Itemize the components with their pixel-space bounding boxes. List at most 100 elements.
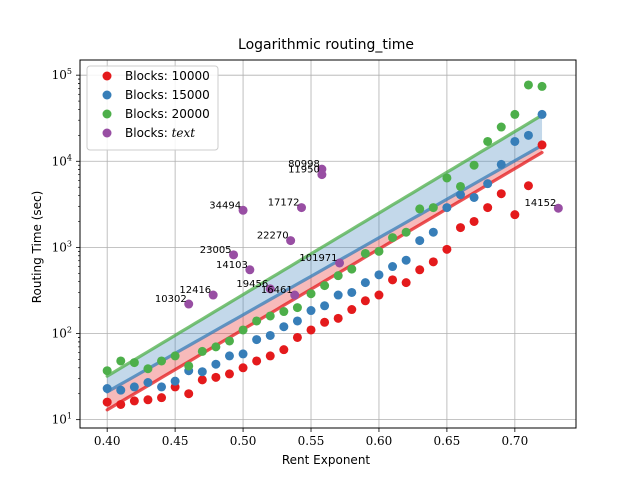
scatter-point: [374, 290, 384, 300]
point-label: 101971: [299, 253, 337, 264]
scatter-point: [265, 311, 275, 321]
scatter-point: [496, 189, 506, 199]
point-label: 14103: [216, 260, 248, 271]
scatter-point: [374, 270, 384, 280]
scatter-point: [197, 346, 207, 356]
scatter-point: [320, 317, 330, 327]
scatter-point: [265, 330, 275, 340]
scatter-point: [224, 351, 234, 361]
scatter-point: [374, 246, 384, 256]
scatter-point: [510, 136, 520, 146]
scatter-point: [245, 265, 255, 275]
scatter-point: [208, 290, 218, 300]
scatter-point: [265, 284, 275, 294]
scatter-point: [116, 399, 126, 409]
scatter-point: [388, 233, 398, 243]
scatter-point: [279, 345, 289, 355]
scatter-point: [306, 325, 316, 335]
scatter-point: [401, 227, 411, 237]
scatter-point: [306, 289, 316, 299]
scatter-point: [116, 385, 126, 395]
point-label: 34494: [209, 200, 241, 211]
scatter-point: [252, 356, 262, 366]
fit-line: [105, 143, 544, 394]
scatter-point: [157, 382, 167, 392]
scatter-point: [317, 170, 327, 180]
scatter-point: [320, 281, 330, 291]
scatter-point: [401, 255, 411, 265]
scatter-point: [157, 393, 167, 403]
scatter-point: [415, 265, 425, 275]
chart-title: Logarithmic routing_time: [238, 37, 414, 53]
legend-marker: [102, 128, 112, 138]
scatter-point: [455, 223, 465, 233]
scatter-point: [388, 275, 398, 285]
scatter-point: [320, 301, 330, 311]
scatter-point: [116, 356, 126, 366]
point-label: 19456: [236, 279, 268, 290]
point-label: 17172: [268, 198, 300, 209]
scatter-point: [292, 303, 302, 313]
scatter-point: [537, 140, 547, 150]
point-label: 10302: [155, 294, 187, 305]
point-label: 11950: [288, 165, 320, 176]
scatter-point: [211, 359, 221, 369]
scatter-point: [279, 322, 289, 332]
x-tick-label: 0.45: [162, 434, 189, 448]
scatter-point: [333, 313, 343, 323]
legend-label: Blocks: 20000: [125, 107, 210, 121]
scatter-point: [469, 192, 479, 202]
x-axis-ticks: 0.40 0.45 0.50 0.55 0.60 0.65 0.70: [94, 428, 528, 448]
scatter-point: [252, 316, 262, 326]
scatter-point: [523, 80, 533, 90]
scatter-point: [553, 203, 563, 213]
scatter-point: [483, 179, 493, 189]
y-axis-label: Routing Time (sec): [30, 191, 44, 304]
x-tick-label: 0.40: [94, 434, 121, 448]
scatter-point: [469, 216, 479, 226]
scatter-point: [170, 376, 180, 386]
scatter-point: [238, 349, 248, 359]
scatter-point: [197, 367, 207, 377]
point-label: 16461: [261, 285, 293, 296]
scatter-point: [279, 307, 289, 317]
scatter-point: [211, 342, 221, 352]
scatter-point: [428, 227, 438, 237]
scatter-point: [523, 130, 533, 140]
scatter-point: [455, 181, 465, 191]
scatter-point: [102, 384, 112, 394]
scatter-point: [537, 81, 547, 91]
scatter-point: [129, 358, 139, 368]
scatter-point: [224, 336, 234, 346]
fit-line: [105, 113, 544, 378]
scatter-point: [102, 366, 112, 376]
scatter-point: [442, 244, 452, 254]
point-label: 12416: [179, 285, 211, 296]
scatter-point: [306, 306, 316, 316]
x-tick-label: 0.65: [434, 434, 461, 448]
grid-lines: [80, 60, 576, 428]
band-upper: [107, 115, 543, 392]
scatter-point: [238, 325, 248, 335]
scatter-point: [347, 305, 357, 315]
scatter-point: [510, 210, 520, 220]
point-label: 80998: [288, 159, 320, 170]
scatter-point: [129, 396, 139, 406]
scatter-point: [238, 205, 248, 215]
x-tick-label: 0.70: [501, 434, 528, 448]
scatter-point: [184, 389, 194, 399]
scatter-point: [428, 203, 438, 213]
scatter-point: [523, 181, 533, 191]
legend: Blocks: 10000 Blocks: 15000 Blocks: 20000 B…: [86, 65, 219, 151]
plot-frame: [79, 59, 577, 429]
x-tick-label: 0.55: [298, 434, 325, 448]
scatter-point: [347, 287, 357, 297]
scatter-point: [143, 364, 153, 374]
scatter-point: [401, 278, 411, 288]
scatter-point: [483, 136, 493, 146]
legend-label: Blocks: 15000: [125, 88, 210, 102]
scatter-point: [265, 351, 275, 361]
